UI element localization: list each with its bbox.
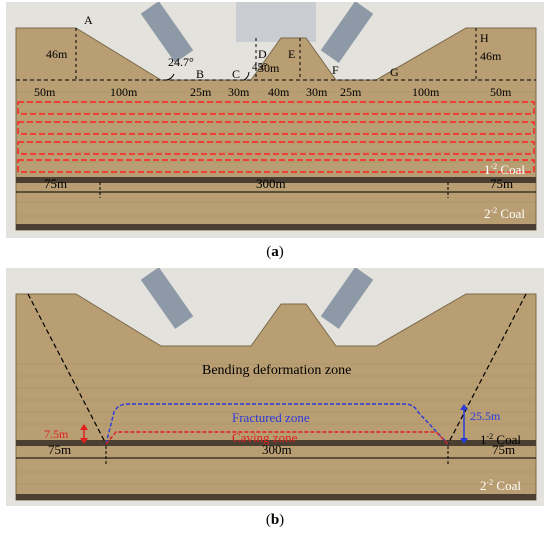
panel-a-figure: A B C D E F G H 46m 30m 46m 24.7° 45° 50… [6, 2, 544, 238]
caving-zone-line [105, 431, 449, 445]
segment-label: 25m [340, 85, 362, 99]
segment-label: 50m [490, 85, 512, 99]
height-arrow-caving [80, 424, 88, 444]
caving-zone-label: Caving zone [232, 430, 298, 445]
height-label-mid: 30m [258, 61, 280, 75]
boundary-right [447, 293, 527, 445]
point-label-a: A [84, 13, 93, 27]
point-label-b: B [196, 67, 204, 81]
span-label-right: 75m [492, 442, 515, 457]
fractured-zone-label: Fractured zone [232, 410, 310, 425]
span-dimensions [16, 446, 536, 464]
fractured-zone-line [105, 403, 449, 445]
caption-a: (a) [266, 244, 284, 260]
model-body [15, 27, 537, 231]
angle-label-b: 24.7° [168, 55, 194, 69]
strata-lines [16, 363, 536, 485]
point-label-e: E [288, 47, 295, 61]
span-label-right: 75m [490, 176, 513, 191]
coal-label-lower: 2-2 Coal [480, 478, 521, 493]
span-label-mid: 300m [256, 176, 286, 191]
height-label-right: 46m [480, 49, 502, 63]
height-arrow-fractured [460, 404, 468, 444]
point-label-c: C [232, 67, 240, 81]
frame-window [236, 2, 316, 42]
span-dimensions [16, 182, 536, 198]
point-label-d: D [258, 47, 267, 61]
segment-label: 30m [306, 85, 328, 99]
monitoring-boxes [17, 101, 535, 173]
model-body [15, 293, 537, 501]
span-label-left: 75m [44, 176, 67, 191]
angle-label-c: 45° [252, 61, 267, 73]
angle-arc-c [243, 71, 250, 81]
panel-a-svg: A B C D E F G H 46m 30m 46m 24.7° 45° 50… [6, 2, 544, 238]
coal-seam-upper [16, 177, 536, 183]
bending-zone-label: Bending deformation zone [202, 363, 351, 378]
segment-label: 30m [228, 85, 250, 99]
segment-label: 25m [190, 85, 212, 99]
angle-arc-b [165, 73, 175, 81]
span-label-left: 75m [48, 442, 71, 457]
frame-post [320, 2, 374, 63]
frame-post [320, 268, 374, 329]
panel-b-svg: Bending deformation zone Fractured zone … [6, 268, 544, 506]
frame-post [140, 2, 194, 63]
boundary-left [27, 293, 107, 445]
height-label-left: 46m [46, 47, 68, 61]
coal-label-upper: 1-2 Coal [480, 432, 521, 447]
point-label-f: F [332, 63, 339, 77]
caption-b: (b) [265, 512, 285, 528]
coal-seam-lower [16, 494, 536, 500]
segment-label: 100m [110, 85, 138, 99]
span-label-mid: 300m [262, 442, 292, 457]
coal-seam-upper [16, 440, 536, 446]
frame-post [140, 268, 194, 329]
segment-label: 40m [268, 85, 290, 99]
segment-label: 50m [34, 85, 56, 99]
caving-height-label: 7.5m [44, 427, 69, 441]
coal-label-upper: 1-2 Coal [484, 162, 525, 177]
point-label-h: H [480, 31, 489, 45]
panel-b-figure: Bending deformation zone Fractured zone … [6, 268, 544, 506]
fractured-height-label: 25.5m [470, 409, 501, 423]
coal-seam-lower [16, 224, 536, 230]
segment-label: 100m [412, 85, 440, 99]
point-label-g: G [390, 65, 399, 79]
coal-label-lower: 2-2 Coal [484, 206, 525, 221]
